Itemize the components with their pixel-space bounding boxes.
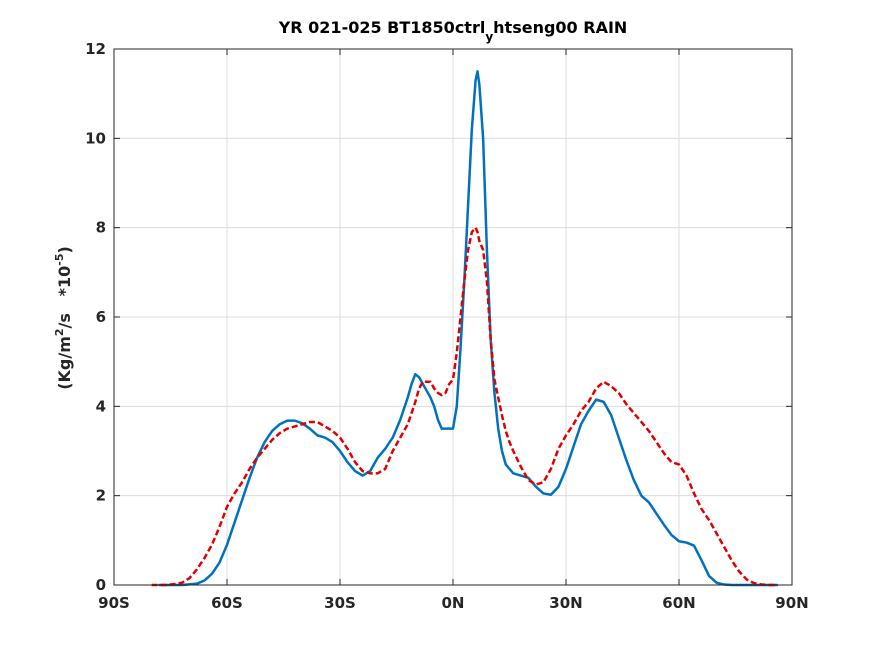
x-tick-label: 60S <box>211 594 243 612</box>
series-line-1 <box>157 70 779 587</box>
y-tick-label: 8 <box>96 219 106 237</box>
y-tick-label: 0 <box>96 576 106 594</box>
y-tick-label: 4 <box>96 397 106 415</box>
x-tick-label: 30N <box>549 594 582 612</box>
y-tick-label: 2 <box>96 487 106 505</box>
grid <box>114 49 792 585</box>
x-tick-label: 0N <box>442 594 465 612</box>
y-axis-label: (Kg/m2/s *10-5) <box>53 246 74 390</box>
y-tick-label: 6 <box>96 308 106 326</box>
title-tail: htseng00 RAIN <box>493 18 627 37</box>
ylabel-part-b: /s *10 <box>55 266 74 329</box>
title-main: YR 021-025 BT1850ctrl <box>278 18 486 37</box>
chart-title: YR 021-025 BT1850ctrlyhtseng00 RAIN <box>278 18 628 44</box>
x-tick-label: 90N <box>775 594 808 612</box>
y-tick-label: 12 <box>85 40 106 58</box>
x-tick-label: 30S <box>324 594 356 612</box>
ylabel-part-a: (Kg/m <box>55 336 74 390</box>
ylabel-part-c: ) <box>55 246 74 253</box>
ylabel-sup-2: -5 <box>53 254 66 266</box>
ylabel-sup-1: 2 <box>53 328 66 336</box>
x-tick-label: 60N <box>662 594 695 612</box>
ticks: 90S 60S 30S 0N 30N 60N 90N 0 2 4 6 8 10 12 <box>85 40 809 612</box>
series-line-2 <box>151 226 777 587</box>
series-layer <box>151 70 779 587</box>
y-tick-label: 10 <box>85 129 106 147</box>
title-subscript: y <box>485 30 493 44</box>
x-tick-label: 90S <box>98 594 130 612</box>
